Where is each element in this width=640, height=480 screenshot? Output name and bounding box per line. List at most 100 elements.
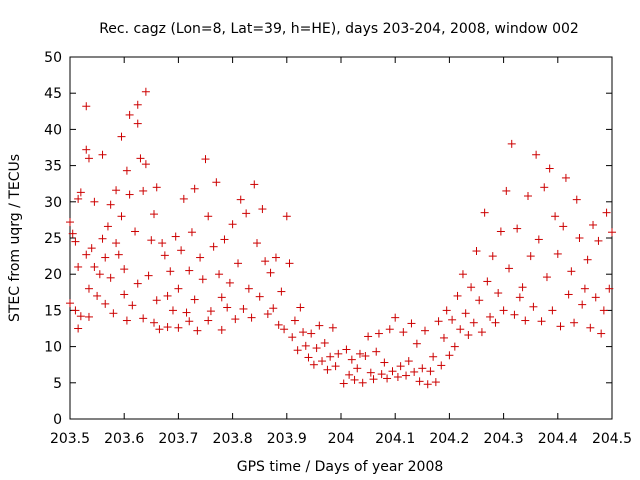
data-point xyxy=(328,323,337,332)
data-point xyxy=(407,319,416,328)
data-point xyxy=(87,244,96,253)
data-point xyxy=(480,208,489,217)
data-point xyxy=(399,328,408,337)
data-point xyxy=(139,186,148,195)
data-point xyxy=(71,237,80,246)
data-point xyxy=(220,235,229,244)
data-point xyxy=(122,166,131,175)
data-point xyxy=(323,365,332,374)
x-tick-label: 203.7 xyxy=(158,431,198,447)
data-point xyxy=(147,236,156,245)
data-point xyxy=(345,370,354,379)
data-point xyxy=(266,268,275,277)
data-point xyxy=(537,317,546,326)
data-point xyxy=(521,316,530,325)
data-point xyxy=(117,132,126,141)
data-point xyxy=(488,252,497,261)
data-point xyxy=(453,291,462,300)
data-point xyxy=(152,296,161,305)
data-point xyxy=(190,184,199,193)
data-point xyxy=(548,306,557,315)
data-point xyxy=(513,224,522,233)
data-point xyxy=(187,228,196,237)
data-point xyxy=(605,284,614,293)
data-point xyxy=(597,329,606,338)
data-point xyxy=(301,341,310,350)
data-point xyxy=(261,257,270,266)
data-point xyxy=(90,197,99,206)
data-point xyxy=(150,210,159,219)
data-point xyxy=(358,378,367,387)
data-point xyxy=(580,284,589,293)
data-point xyxy=(185,317,194,326)
data-point xyxy=(445,351,454,360)
data-point xyxy=(545,164,554,173)
data-point xyxy=(112,186,121,195)
data-point xyxy=(448,315,457,324)
data-point xyxy=(280,325,289,334)
data-point xyxy=(139,314,148,323)
data-point xyxy=(114,250,123,259)
data-point xyxy=(589,220,598,229)
data-point xyxy=(177,246,186,255)
data-point xyxy=(106,273,115,282)
data-point xyxy=(534,235,543,244)
data-point xyxy=(374,329,383,338)
data-point xyxy=(472,247,481,256)
data-point xyxy=(128,301,137,310)
data-point xyxy=(98,234,107,243)
data-point xyxy=(326,352,335,361)
data-point xyxy=(215,270,224,279)
x-tick-label: 203.8 xyxy=(213,431,253,447)
data-point xyxy=(347,355,356,364)
data-point xyxy=(252,239,261,248)
data-point xyxy=(204,212,213,221)
data-point xyxy=(274,320,283,329)
data-point xyxy=(396,362,405,371)
data-point xyxy=(234,259,243,268)
data-point xyxy=(608,228,616,237)
data-point xyxy=(515,293,524,302)
data-point xyxy=(366,368,375,377)
data-point xyxy=(74,194,83,203)
data-point xyxy=(244,284,253,293)
data-point xyxy=(431,378,440,387)
data-point xyxy=(271,253,280,262)
data-point xyxy=(423,380,432,389)
data-point xyxy=(198,275,207,284)
data-point xyxy=(166,267,175,276)
data-point xyxy=(282,212,291,221)
data-point xyxy=(112,239,121,248)
data-point xyxy=(95,270,104,279)
data-point xyxy=(206,307,215,316)
data-point xyxy=(461,309,470,318)
data-point xyxy=(505,264,514,273)
x-tick-label: 203.5 xyxy=(50,431,90,447)
data-point xyxy=(106,200,115,209)
y-tick-label: 30 xyxy=(44,195,62,211)
x-axis-ticks: 203.5 203.6 203.7 203.8 203.9 204 204.1 204.2 20… xyxy=(50,57,632,447)
data-point xyxy=(185,266,194,275)
y-tick-label: 35 xyxy=(44,159,62,175)
data-point xyxy=(263,310,272,319)
data-point xyxy=(125,190,134,199)
data-point xyxy=(296,303,305,312)
data-point xyxy=(467,283,476,292)
data-point xyxy=(152,183,161,192)
data-point xyxy=(475,296,484,305)
data-point xyxy=(426,367,435,376)
data-point xyxy=(315,321,324,330)
data-point xyxy=(542,273,551,282)
data-point xyxy=(76,188,85,197)
data-point xyxy=(141,160,150,169)
data-point xyxy=(182,308,191,317)
data-point xyxy=(103,222,112,231)
data-point xyxy=(247,313,256,322)
data-point xyxy=(523,192,532,201)
data-point xyxy=(383,374,392,383)
data-point xyxy=(450,342,459,351)
data-point xyxy=(410,367,419,376)
data-point xyxy=(120,290,129,299)
x-tick-label: 204.1 xyxy=(375,431,415,447)
